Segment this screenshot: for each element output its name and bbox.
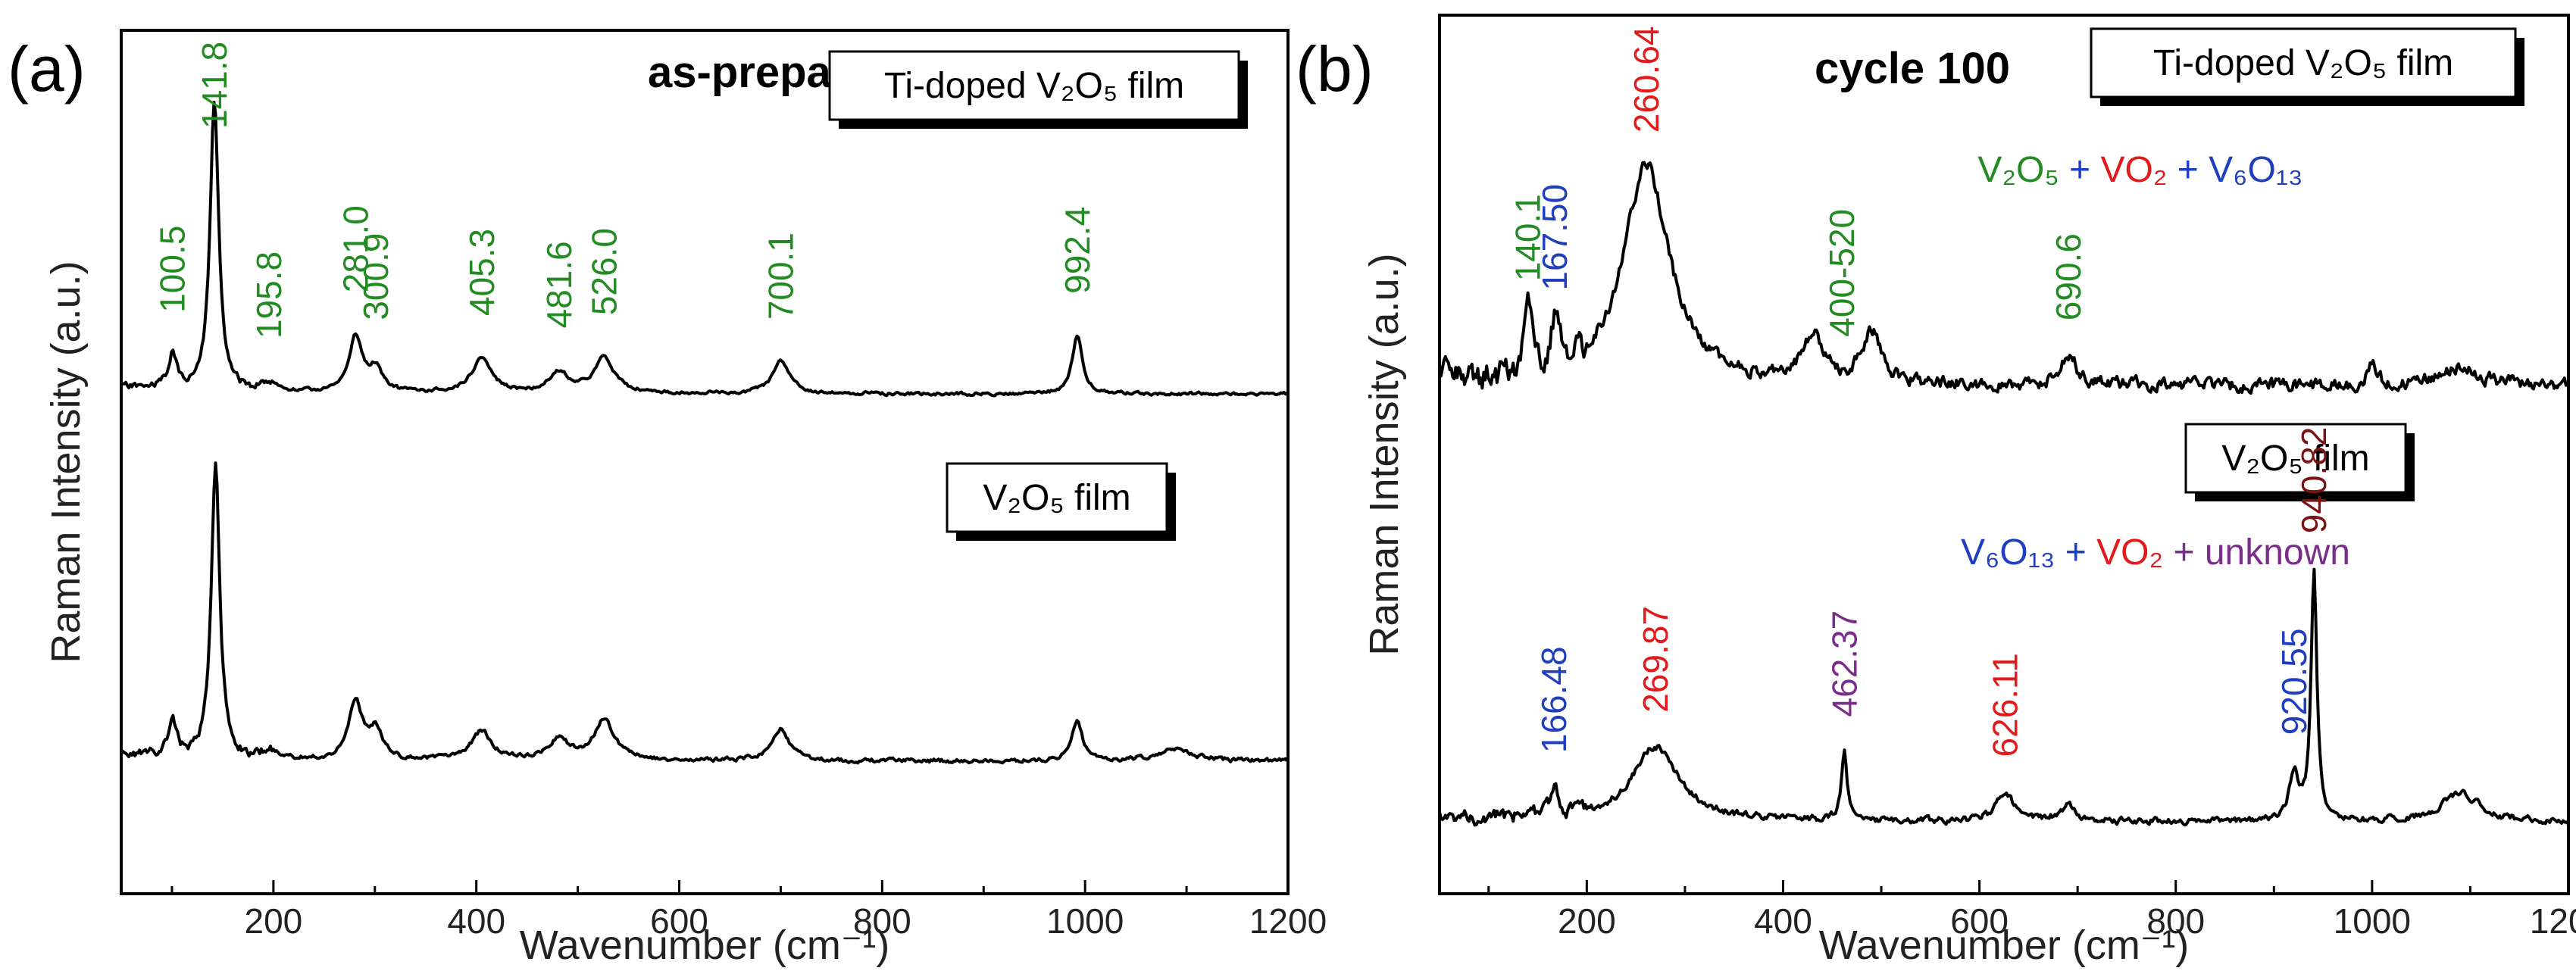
legend-label: Ti-doped V₂O₅ film xyxy=(884,66,1184,106)
legend-label: V₂O₅ film xyxy=(983,478,1130,518)
panel-b: 200 400 600 800 1000 1200 Wavenumber (cm⁻¹) Ram… xyxy=(1296,14,2576,968)
phase-part: V₆O₁₃ xyxy=(1961,532,2055,573)
x-tick-label: 800 xyxy=(853,901,911,941)
x-tick-label: 200 xyxy=(244,901,302,941)
x-tick-label: 400 xyxy=(1754,901,1812,941)
panel-title: cycle 100 xyxy=(1815,44,2010,93)
spectrum-line xyxy=(1438,567,2569,827)
panel-label: (a) xyxy=(8,33,86,105)
peak-label: 462.37 xyxy=(1824,610,1864,717)
phase-composition-label: V₆O₁₃ + VO₂ + unknown xyxy=(1961,532,2350,573)
peak-label: 481.6 xyxy=(539,241,579,328)
phase-part: + unknown xyxy=(2163,532,2350,573)
legend-label: Ti-doped V₂O₅ film xyxy=(2153,43,2453,83)
peak-label: 166.48 xyxy=(1534,646,1574,753)
peak-label: 992.4 xyxy=(1058,207,1097,294)
peak-label: 405.3 xyxy=(462,229,502,316)
phase-part: VO₂ xyxy=(2100,150,2167,190)
phase-part: + xyxy=(2167,150,2209,190)
legend-label: V₂O₅ film xyxy=(2221,439,2369,479)
peak-label: 141.8 xyxy=(195,42,234,129)
plot-frame xyxy=(120,29,1290,895)
peak-label: 700.1 xyxy=(761,233,801,320)
plot-frame xyxy=(1438,14,2570,895)
x-tick-label: 1000 xyxy=(1046,901,1124,941)
x-tick-label: 1200 xyxy=(1249,901,1327,941)
legend-box xyxy=(946,462,1168,533)
panel-label: (b) xyxy=(1296,33,1374,105)
x-tick-label: 600 xyxy=(650,901,708,941)
x-tick-label: 800 xyxy=(2146,901,2205,941)
panel-a: 200 400 600 800 1000 1200 Wavenumber (cm⁻¹) Ram… xyxy=(8,29,1327,968)
peak-label: 281.0 xyxy=(336,205,375,292)
x-tick-label: 1200 xyxy=(2530,901,2576,941)
peak-label: 100.5 xyxy=(153,226,192,313)
peak-label: 626.11 xyxy=(1985,653,2024,757)
peak-label: 260.64 xyxy=(1627,26,1666,133)
peak-label: 400-520 xyxy=(1822,209,1862,337)
peak-label: 195.8 xyxy=(249,251,289,339)
x-tick-label: 200 xyxy=(1558,901,1616,941)
x-tick-label: 1000 xyxy=(2334,901,2411,941)
peak-label: 940.82 xyxy=(2294,427,2334,534)
peak-label: 140.1 xyxy=(1508,194,1548,281)
phase-part: V₆O₁₃ xyxy=(2209,150,2302,190)
spectrum-line xyxy=(120,101,1288,398)
x-axis-label: Wavenumber (cm⁻¹) xyxy=(1819,923,2190,968)
spectrum-line xyxy=(1438,161,2569,395)
x-axis-label: Wavenumber (cm⁻¹) xyxy=(520,923,890,968)
phase-composition-label: V₂O₅ + VO₂ + V₆O₁₃ xyxy=(1977,150,2302,190)
phase-part: + xyxy=(2055,532,2096,573)
y-axis-label: Raman Intensity (a.u.) xyxy=(43,261,89,663)
peak-label: 269.87 xyxy=(1636,606,1675,713)
spectrum-line xyxy=(120,461,1289,765)
x-tick-label: 600 xyxy=(1950,901,2009,941)
phase-part: + xyxy=(2059,150,2101,190)
legend-box xyxy=(2184,423,2407,494)
peak-label: 920.55 xyxy=(2274,629,2314,735)
peak-label: 167.50 xyxy=(1535,184,1574,291)
legend-box xyxy=(828,50,1240,121)
phase-part: VO₂ xyxy=(2096,532,2163,573)
legend-box xyxy=(2090,27,2517,98)
x-tick-label: 400 xyxy=(447,901,505,941)
peak-label: 300.9 xyxy=(356,233,395,320)
y-axis-label: Raman Intensity (a.u.) xyxy=(1361,253,1407,655)
peak-label: 690.6 xyxy=(2049,233,2088,320)
phase-part: V₂O₅ xyxy=(1977,150,2059,190)
peak-label: 526.0 xyxy=(584,228,624,315)
